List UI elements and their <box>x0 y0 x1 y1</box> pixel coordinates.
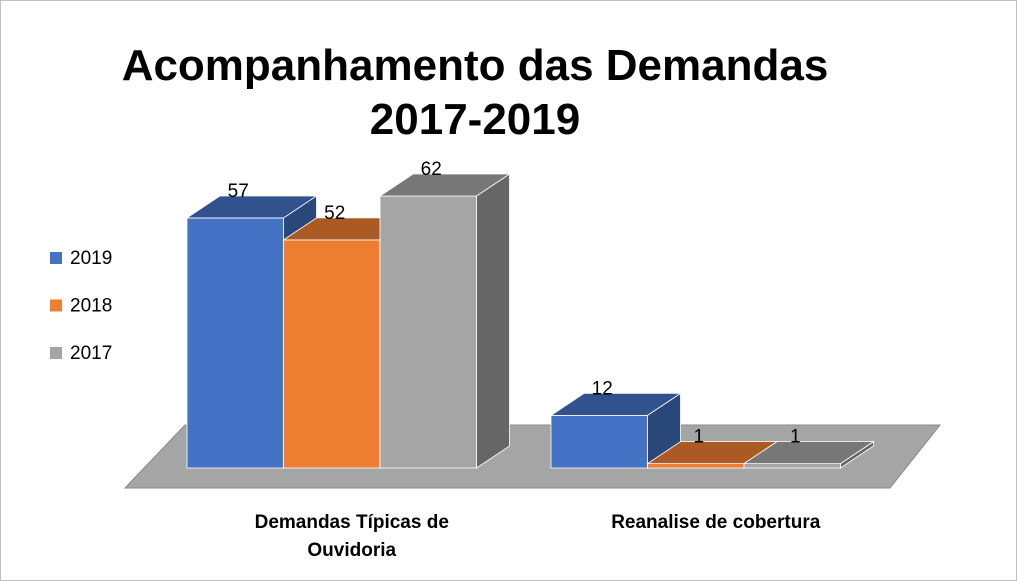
bar <box>549 392 682 469</box>
bar-top <box>742 441 875 465</box>
bar-front <box>647 463 745 469</box>
bar <box>742 440 875 469</box>
data-label: 52 <box>324 203 345 224</box>
data-label: 1 <box>790 427 801 448</box>
data-label: 1 <box>693 427 704 448</box>
legend-swatch <box>50 252 62 264</box>
bar <box>378 173 511 469</box>
bar-front <box>283 239 381 469</box>
data-label: 62 <box>421 159 442 180</box>
data-label: 57 <box>228 181 249 202</box>
bar-front <box>186 217 284 469</box>
x-tick-label: Demandas Típicas de Ouvidoria <box>255 512 449 561</box>
legend-label: 2018 <box>70 296 112 317</box>
bar-top <box>185 195 318 219</box>
legend-label: 2017 <box>70 343 112 364</box>
legend-swatch <box>50 299 62 312</box>
legend-swatch <box>50 347 62 359</box>
x-tick-label: Reanalise de cobertura <box>611 512 821 533</box>
bar-top <box>378 173 511 197</box>
bar-front <box>379 195 477 469</box>
bar-side <box>476 173 510 469</box>
chart-title: Acompanhamento das Demandas 2017-2019 <box>122 41 829 144</box>
bar-front <box>743 463 841 469</box>
legend-label: 2019 <box>70 248 112 269</box>
bar-top <box>549 392 682 416</box>
data-label: 12 <box>592 378 613 399</box>
bar-front <box>550 414 648 469</box>
